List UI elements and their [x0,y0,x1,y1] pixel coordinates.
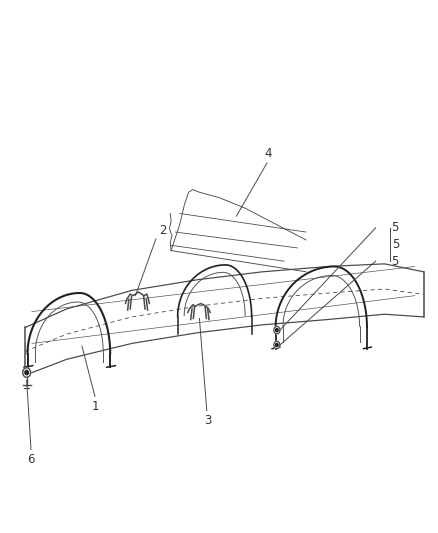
Circle shape [274,341,280,349]
Circle shape [276,328,278,332]
Circle shape [274,326,280,334]
Text: 1: 1 [91,400,99,413]
Text: 4: 4 [265,148,272,160]
Text: 6: 6 [27,453,35,466]
Text: 3: 3 [205,414,212,427]
Circle shape [276,343,278,346]
Circle shape [25,370,28,375]
Circle shape [23,368,31,377]
Text: 5: 5 [391,221,398,235]
Text: 5: 5 [391,255,398,268]
Text: 2: 2 [159,224,166,237]
Text: 5: 5 [392,238,399,251]
